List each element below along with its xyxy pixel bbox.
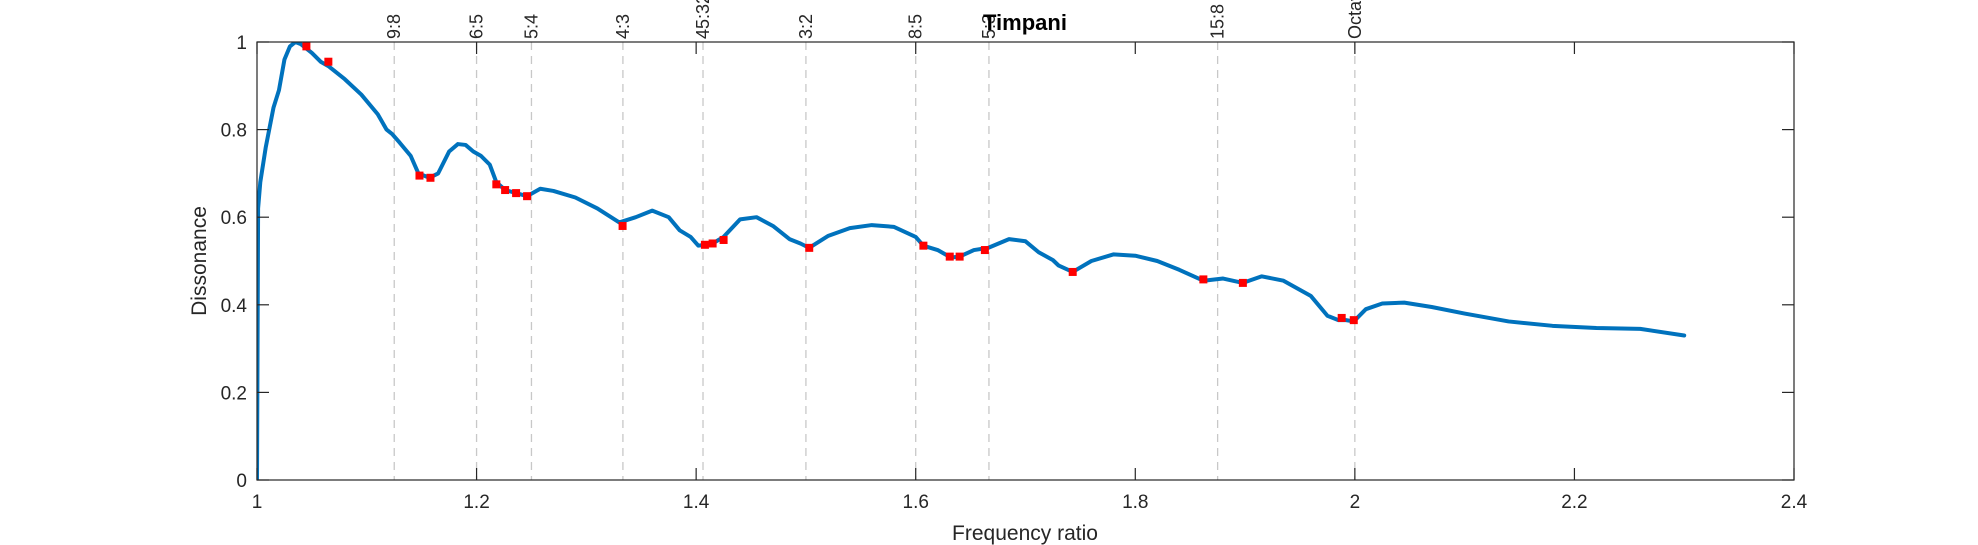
x-axis-label: Frequency ratio — [952, 522, 1098, 545]
x-tick-label: 1.2 — [463, 492, 489, 513]
x-tick-label: 1.8 — [1122, 492, 1148, 513]
interval-label: 5:3 — [979, 14, 999, 39]
minimum-marker — [1068, 267, 1077, 276]
minimum-marker — [719, 235, 728, 244]
minimum-marker — [523, 192, 532, 201]
minimum-marker — [492, 180, 501, 189]
minimum-marker — [708, 239, 717, 248]
plot-area-border — [256, 41, 1795, 481]
interval-label: Octave — [1345, 0, 1365, 39]
interval-label: 15:8 — [1208, 4, 1228, 39]
minimum-marker — [501, 186, 510, 195]
minimum-marker — [945, 252, 954, 261]
y-axis-label: Dissonance — [188, 206, 211, 316]
minimum-marker — [955, 252, 964, 261]
y-tick-label: 0 — [236, 471, 247, 492]
interval-label: 5:4 — [521, 14, 541, 39]
minimum-marker — [1337, 313, 1346, 322]
minima-markers — [302, 42, 1358, 325]
minimum-marker — [618, 221, 627, 230]
interval-label: 9:8 — [384, 14, 404, 39]
minimum-marker — [302, 42, 311, 51]
minimum-marker — [980, 246, 989, 255]
minimum-marker — [1199, 275, 1208, 284]
x-tick-label: 2 — [1350, 492, 1361, 513]
x-tick-label: 1 — [252, 492, 263, 513]
minimum-marker — [700, 240, 709, 249]
reference-line-labels: 9:8 6:5 5:4 4:3 45:32 3:2 8:5 5:3 15:8 Octave — [384, 0, 1365, 39]
axis-ticks: 1 1.2 1.4 1.6 1.8 2 2.2 2.4 0 0.2 0.4 0.6 0.8 1 — [221, 33, 1808, 513]
chart-title: Timpani — [983, 10, 1067, 35]
x-tick-label: 2.2 — [1561, 492, 1587, 513]
interval-label: 6:5 — [467, 14, 487, 39]
x-tick-label: 1.4 — [683, 492, 710, 513]
y-tick-label: 0.6 — [221, 208, 247, 229]
minimum-marker — [1238, 278, 1247, 287]
x-tick-label: 1.6 — [903, 492, 929, 513]
interval-label: 4:3 — [613, 14, 633, 39]
y-tick-label: 0.2 — [221, 383, 247, 404]
minimum-marker — [919, 241, 928, 250]
dissonance-curve — [257, 42, 1687, 480]
y-tick-label: 0.8 — [221, 121, 247, 142]
y-tick-label: 1 — [236, 33, 247, 54]
interval-label: 8:5 — [906, 14, 926, 39]
minimum-marker — [415, 171, 424, 180]
minimum-marker — [512, 189, 521, 198]
x-tick-label: 2.4 — [1781, 492, 1808, 513]
minimum-marker — [805, 243, 814, 252]
minimum-marker — [1349, 316, 1358, 325]
reference-lines — [393, 42, 1356, 480]
y-tick-label: 0.4 — [221, 296, 248, 317]
interval-label: 3:2 — [796, 14, 816, 39]
interval-label: 45:32 — [693, 0, 713, 39]
minimum-marker — [324, 57, 333, 66]
minimum-marker — [426, 173, 435, 182]
